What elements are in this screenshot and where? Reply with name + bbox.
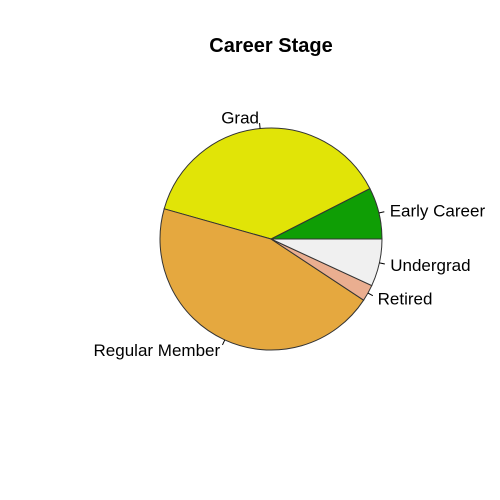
pie-label: Grad — [221, 108, 259, 127]
chart-title: Career Stage — [209, 35, 332, 57]
pie-label: Retired — [378, 289, 433, 308]
pie-label: Early Career — [390, 201, 486, 220]
pie-labels: Early Career Grad Regular Member Retired Und… — [94, 108, 486, 360]
pie-slice-grad — [163, 127, 371, 240]
pie-label: Undergrad — [390, 256, 470, 275]
pie-label-tick — [259, 122, 261, 129]
pie-label-tick — [379, 262, 385, 265]
pie-label-tick — [378, 211, 385, 214]
pie-label-tick — [367, 292, 374, 297]
pie-label: Regular Member — [94, 341, 221, 360]
pie-label-tick — [222, 339, 226, 346]
pie-slice-undergrad — [270, 238, 383, 287]
pie-slices — [159, 127, 383, 351]
